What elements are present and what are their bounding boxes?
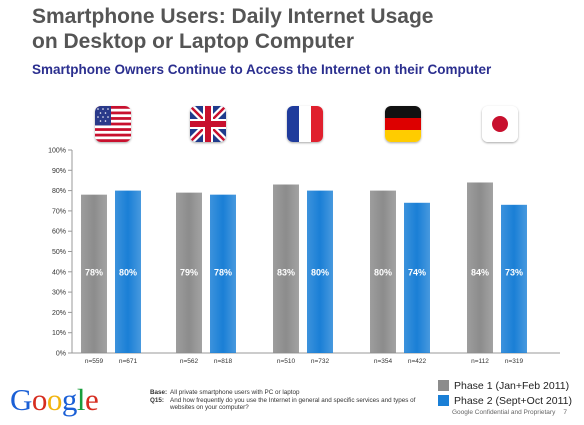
japan-flag-icon bbox=[482, 106, 518, 142]
page-title: Smartphone Users: Daily Internet Usage o… bbox=[32, 4, 572, 54]
y-tick-label: 40% bbox=[52, 269, 66, 276]
germany-flag-icon bbox=[385, 106, 421, 142]
bar-phase1 bbox=[81, 194, 107, 353]
bar-phase1 bbox=[467, 182, 493, 353]
y-tick-label: 30% bbox=[52, 290, 66, 297]
page-subtitle: Smartphone Owners Continue to Access the… bbox=[32, 62, 492, 77]
sample-size-label: n=112 bbox=[471, 358, 489, 365]
y-tick-label: 50% bbox=[52, 249, 66, 256]
y-tick-label: 20% bbox=[52, 310, 66, 317]
france-flag-icon bbox=[287, 106, 323, 142]
question-key: Q15: bbox=[150, 396, 164, 404]
bar-value-label: 74% bbox=[408, 267, 426, 277]
y-tick-label: 0% bbox=[56, 351, 66, 358]
bar-phase2 bbox=[307, 190, 333, 353]
legend-label-phase2: Phase 2 (Sept+Oct 2011) bbox=[454, 394, 573, 407]
chart-legend: Phase 1 (Jan+Feb 2011) Phase 2 (Sept+Oct… bbox=[438, 378, 572, 408]
sample-size-label: n=422 bbox=[408, 358, 427, 365]
bar-phase2 bbox=[210, 194, 236, 353]
uk-flag-icon bbox=[190, 106, 226, 142]
legend-item-phase1: Phase 1 (Jan+Feb 2011) bbox=[438, 378, 572, 393]
sample-size-label: n=354 bbox=[374, 358, 393, 365]
bar-value-label: 79% bbox=[180, 267, 198, 277]
y-tick-label: 80% bbox=[52, 188, 66, 195]
bar-value-label: 80% bbox=[374, 267, 392, 277]
bar-phase2 bbox=[115, 190, 141, 353]
confidential-note: Google Confidential and Proprietary 7 bbox=[452, 409, 567, 416]
confidential-text: Google Confidential and Proprietary bbox=[452, 409, 556, 416]
bar-value-label: 80% bbox=[311, 267, 329, 277]
sample-size-label: n=671 bbox=[119, 358, 138, 365]
footnote: Base: All private smartphone users with P… bbox=[150, 389, 440, 412]
sample-size-label: n=818 bbox=[214, 358, 233, 365]
bar-value-label: 78% bbox=[214, 267, 232, 277]
title-line-1: Smartphone Users: Daily Internet Usage bbox=[32, 5, 434, 28]
base-key: Base: bbox=[150, 389, 168, 396]
sample-size-label: n=510 bbox=[277, 358, 296, 365]
sample-size-label: n=732 bbox=[311, 358, 330, 365]
y-tick-label: 100% bbox=[48, 148, 66, 155]
y-tick-label: 70% bbox=[52, 208, 66, 215]
bar-phase1 bbox=[273, 184, 299, 353]
legend-swatch-phase1 bbox=[438, 380, 449, 391]
bar-phase1 bbox=[370, 190, 396, 353]
google-logo: Google bbox=[10, 382, 99, 417]
us-flag-icon bbox=[95, 106, 131, 142]
bar-value-label: 73% bbox=[505, 267, 523, 277]
legend-item-phase2: Phase 2 (Sept+Oct 2011) bbox=[438, 393, 572, 408]
legend-label-phase1: Phase 1 (Jan+Feb 2011) bbox=[454, 379, 570, 392]
base-text: All private smartphone users with PC or … bbox=[170, 389, 300, 396]
sample-size-label: n=562 bbox=[180, 358, 199, 365]
y-tick-label: 10% bbox=[52, 330, 66, 337]
bar-phase2 bbox=[501, 204, 527, 353]
bar-value-label: 78% bbox=[85, 267, 103, 277]
bar-value-label: 84% bbox=[471, 267, 489, 277]
bar-phase2 bbox=[404, 202, 430, 353]
question-text: And how frequently do you use the Intern… bbox=[170, 396, 416, 412]
sample-size-label: n=319 bbox=[505, 358, 524, 365]
bar-chart: 0% 10% 20% 30% 40% 50% 60% 70% 80% 90% 100% 78% n=55… bbox=[48, 148, 560, 365]
page-number: 7 bbox=[563, 409, 567, 416]
y-tick-label: 60% bbox=[52, 229, 66, 236]
y-tick-label: 90% bbox=[52, 168, 66, 175]
title-line-2: on Desktop or Laptop Computer bbox=[32, 30, 354, 53]
bar-phase1 bbox=[176, 192, 202, 353]
bar-value-label: 80% bbox=[119, 267, 137, 277]
legend-swatch-phase2 bbox=[438, 395, 449, 406]
sample-size-label: n=559 bbox=[85, 358, 104, 365]
bar-value-label: 83% bbox=[277, 267, 295, 277]
